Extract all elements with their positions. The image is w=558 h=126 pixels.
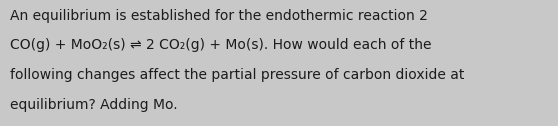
Text: following changes affect the partial pressure of carbon dioxide at: following changes affect the partial pre…: [10, 68, 464, 82]
Text: An equilibrium is established for the endothermic reaction 2: An equilibrium is established for the en…: [10, 9, 428, 23]
Text: CO(g) + MoO₂(s) ⇌ 2 CO₂(g) + Mo(s). How would each of the: CO(g) + MoO₂(s) ⇌ 2 CO₂(g) + Mo(s). How …: [10, 38, 431, 52]
Text: equilibrium? Adding Mo.: equilibrium? Adding Mo.: [10, 98, 177, 112]
